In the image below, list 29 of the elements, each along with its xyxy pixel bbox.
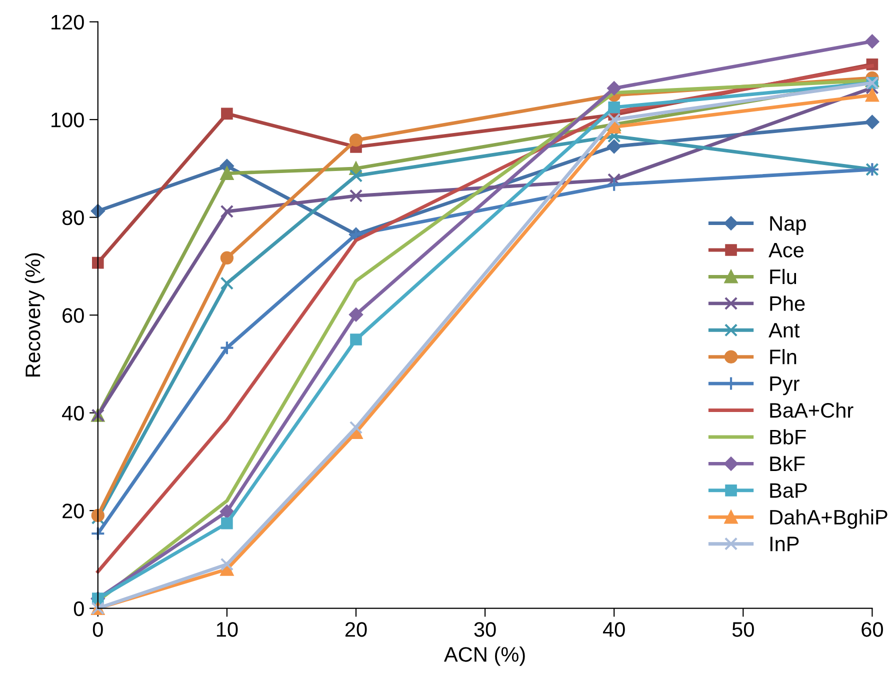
legend-label: DahA+BghiP [770, 509, 888, 529]
y-tick-label: 20 [62, 504, 84, 518]
x-tick-label: 50 [732, 622, 754, 637]
x-tick-label: 0 [92, 622, 103, 637]
x-tick-label: 40 [602, 622, 625, 637]
legend-label: Pyr [770, 376, 800, 396]
x-tick-label: 10 [216, 622, 238, 637]
legend-label: Phe [770, 296, 805, 311]
y-axis-title: Recovery (%) [24, 253, 44, 376]
legend-label: BaP [770, 483, 807, 498]
legend-label: Flu [770, 268, 796, 284]
legend-label: Fln [770, 349, 796, 364]
legend-label: Ace [768, 242, 804, 258]
y-tick-label: 0 [74, 601, 84, 616]
x-axis-title: ACN (%) [444, 646, 525, 666]
x-tick-label: 60 [862, 622, 883, 637]
y-tick-label: 80 [62, 210, 84, 226]
x-tick-label: 20 [345, 622, 367, 637]
y-tick-label: 120 [52, 14, 84, 30]
legend-label: Ant [768, 323, 800, 338]
legend-label: BaA+Chr [770, 402, 854, 418]
legend-label: BkF [770, 456, 805, 471]
legend-label: BbF [770, 429, 806, 444]
legend-label: Nap [770, 216, 806, 235]
y-tick-label: 40 [62, 406, 84, 421]
legend-label: InP [770, 536, 799, 552]
y-tick-label: 60 [62, 308, 84, 323]
y-tick-label: 100 [52, 112, 84, 128]
x-tick-label: 30 [474, 622, 496, 637]
